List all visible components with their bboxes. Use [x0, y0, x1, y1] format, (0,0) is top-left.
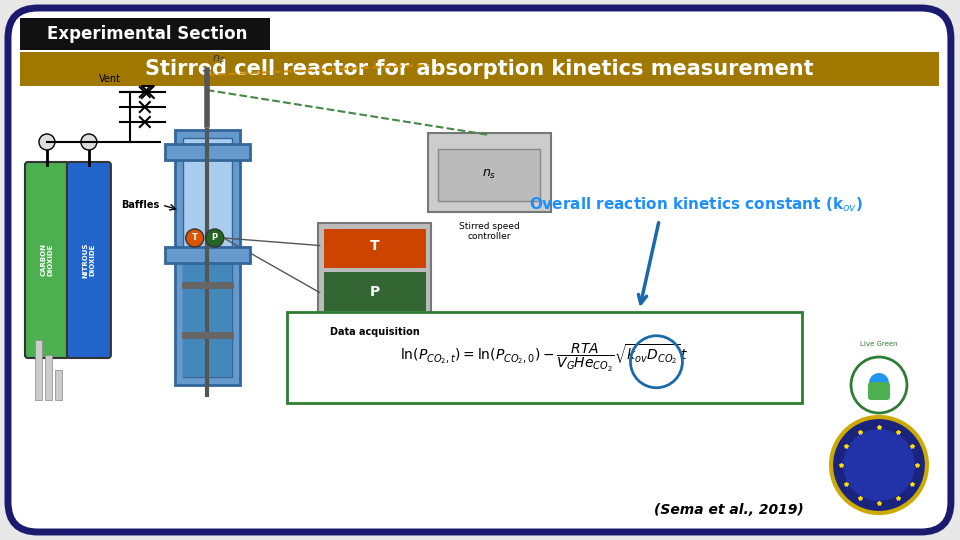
FancyBboxPatch shape — [287, 312, 802, 403]
FancyBboxPatch shape — [182, 138, 231, 377]
Text: Stirred cell reactor for absorption kinetics measurement: Stirred cell reactor for absorption kine… — [145, 59, 814, 79]
Text: T: T — [192, 233, 198, 242]
Circle shape — [186, 229, 204, 247]
Text: P: P — [370, 286, 380, 300]
Text: Stirred speed
controller: Stirred speed controller — [459, 222, 519, 241]
FancyBboxPatch shape — [20, 18, 270, 50]
Text: P: P — [212, 233, 218, 242]
Text: $n_s$: $n_s$ — [482, 168, 496, 181]
Text: Data acquisition: Data acquisition — [329, 327, 420, 337]
FancyBboxPatch shape — [427, 133, 551, 212]
Text: $n_s$: $n_s$ — [212, 53, 225, 65]
Circle shape — [843, 429, 915, 501]
FancyBboxPatch shape — [165, 247, 250, 263]
Text: T: T — [370, 239, 379, 253]
Text: CARBON
DIOXIDE: CARBON DIOXIDE — [40, 244, 54, 276]
FancyBboxPatch shape — [324, 272, 425, 311]
Circle shape — [205, 229, 224, 247]
Text: Live Green: Live Green — [860, 341, 898, 347]
Text: Experimental Section: Experimental Section — [47, 25, 247, 43]
Text: (Sema et al., 2019): (Sema et al., 2019) — [655, 503, 804, 517]
FancyBboxPatch shape — [318, 223, 431, 317]
FancyBboxPatch shape — [868, 382, 890, 400]
FancyBboxPatch shape — [439, 149, 540, 201]
FancyBboxPatch shape — [165, 144, 250, 160]
Text: $\ln(P_{CO_2,t}) = \ln(P_{CO_2,0}) - \dfrac{RTA}{V_G He_{CO_2}} \sqrt{k_{ov} D_{: $\ln(P_{CO_2,t}) = \ln(P_{CO_2,0}) - \df… — [400, 341, 688, 374]
FancyBboxPatch shape — [324, 229, 425, 268]
FancyBboxPatch shape — [8, 8, 951, 532]
Text: Overall reaction kinetics constant (k$_{ov}$): Overall reaction kinetics constant (k$_{… — [529, 195, 864, 214]
Circle shape — [869, 373, 889, 393]
Text: Baffles: Baffles — [122, 200, 159, 210]
Text: Vent: Vent — [99, 74, 121, 84]
Circle shape — [851, 357, 907, 413]
FancyBboxPatch shape — [20, 52, 939, 86]
FancyBboxPatch shape — [175, 130, 240, 385]
Circle shape — [39, 134, 55, 150]
FancyBboxPatch shape — [67, 162, 110, 358]
Text: NITROUS
DIOXIDE: NITROUS DIOXIDE — [83, 242, 95, 278]
FancyBboxPatch shape — [55, 370, 62, 400]
FancyBboxPatch shape — [45, 355, 52, 400]
Circle shape — [81, 134, 97, 150]
Circle shape — [831, 417, 927, 513]
FancyBboxPatch shape — [25, 162, 69, 358]
FancyBboxPatch shape — [182, 258, 231, 377]
FancyBboxPatch shape — [35, 340, 42, 400]
